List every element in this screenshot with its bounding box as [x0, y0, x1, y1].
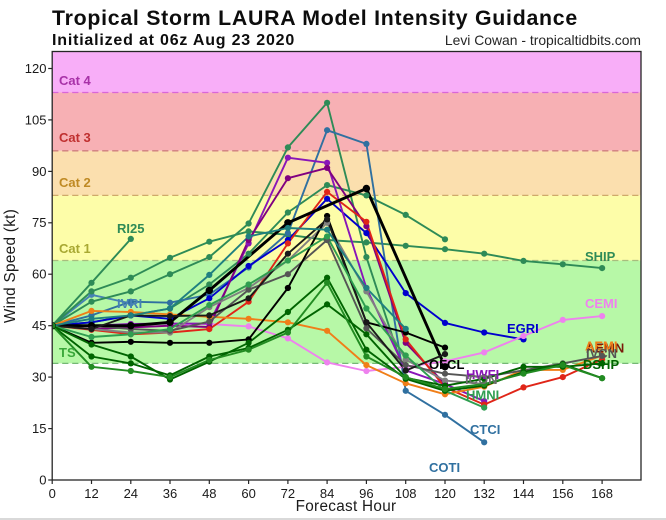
- svg-text:84: 84: [320, 486, 334, 501]
- svg-text:0: 0: [39, 472, 46, 487]
- svg-text:Tropical Storm LAURA Model Int: Tropical Storm LAURA Model Intensity Gui…: [52, 6, 578, 30]
- svg-text:AEMI: AEMI: [585, 339, 618, 354]
- svg-text:Cat 1: Cat 1: [59, 241, 91, 256]
- svg-text:Initialized at 06z Aug 23 2020: Initialized at 06z Aug 23 2020: [52, 32, 295, 49]
- svg-text:Cat 3: Cat 3: [59, 130, 91, 145]
- svg-text:12: 12: [84, 486, 98, 501]
- svg-text:HWFI: HWFI: [466, 367, 499, 382]
- svg-text:IVRI: IVRI: [117, 296, 142, 311]
- svg-text:120: 120: [25, 61, 47, 76]
- svg-text:DSHP: DSHP: [583, 357, 619, 372]
- svg-text:ICON: ICON: [465, 372, 498, 387]
- svg-text:48: 48: [202, 486, 216, 501]
- svg-text:Cat 4: Cat 4: [59, 73, 92, 88]
- svg-text:COTI: COTI: [429, 460, 460, 475]
- svg-text:HMNI: HMNI: [466, 388, 499, 403]
- svg-text:60: 60: [241, 486, 255, 501]
- svg-text:IVCN: IVCN: [586, 346, 617, 361]
- svg-text:72: 72: [281, 486, 295, 501]
- svg-text:156: 156: [552, 486, 574, 501]
- svg-text:AEMN: AEMN: [586, 341, 624, 356]
- svg-text:105: 105: [25, 112, 47, 127]
- svg-text:0: 0: [49, 486, 56, 501]
- svg-text:SHIP: SHIP: [585, 249, 616, 264]
- svg-text:24: 24: [124, 486, 138, 501]
- svg-text:75: 75: [32, 215, 46, 230]
- svg-text:90: 90: [32, 164, 46, 179]
- svg-text:30: 30: [32, 370, 46, 385]
- svg-text:CEMI: CEMI: [585, 296, 618, 311]
- svg-text:RI25: RI25: [117, 221, 144, 236]
- svg-text:Levi Cowan - tropicaltidbits.c: Levi Cowan - tropicaltidbits.com: [445, 32, 641, 48]
- svg-text:Cat 2: Cat 2: [59, 175, 91, 190]
- svg-text:Wind Speed (kt): Wind Speed (kt): [2, 209, 19, 323]
- svg-text:144: 144: [513, 486, 535, 501]
- svg-text:132: 132: [473, 486, 495, 501]
- svg-text:120: 120: [434, 486, 456, 501]
- svg-text:96: 96: [359, 486, 373, 501]
- svg-text:60: 60: [32, 267, 46, 282]
- svg-text:Forecast Hour: Forecast Hour: [296, 498, 397, 515]
- svg-text:EGRI: EGRI: [507, 321, 539, 336]
- svg-text:TS: TS: [59, 345, 76, 360]
- svg-text:168: 168: [591, 486, 613, 501]
- svg-text:15: 15: [32, 421, 46, 436]
- svg-text:108: 108: [395, 486, 417, 501]
- svg-text:36: 36: [163, 486, 177, 501]
- svg-text:OFCL: OFCL: [429, 357, 464, 372]
- svg-text:45: 45: [32, 318, 46, 333]
- svg-text:CTCI: CTCI: [470, 422, 500, 437]
